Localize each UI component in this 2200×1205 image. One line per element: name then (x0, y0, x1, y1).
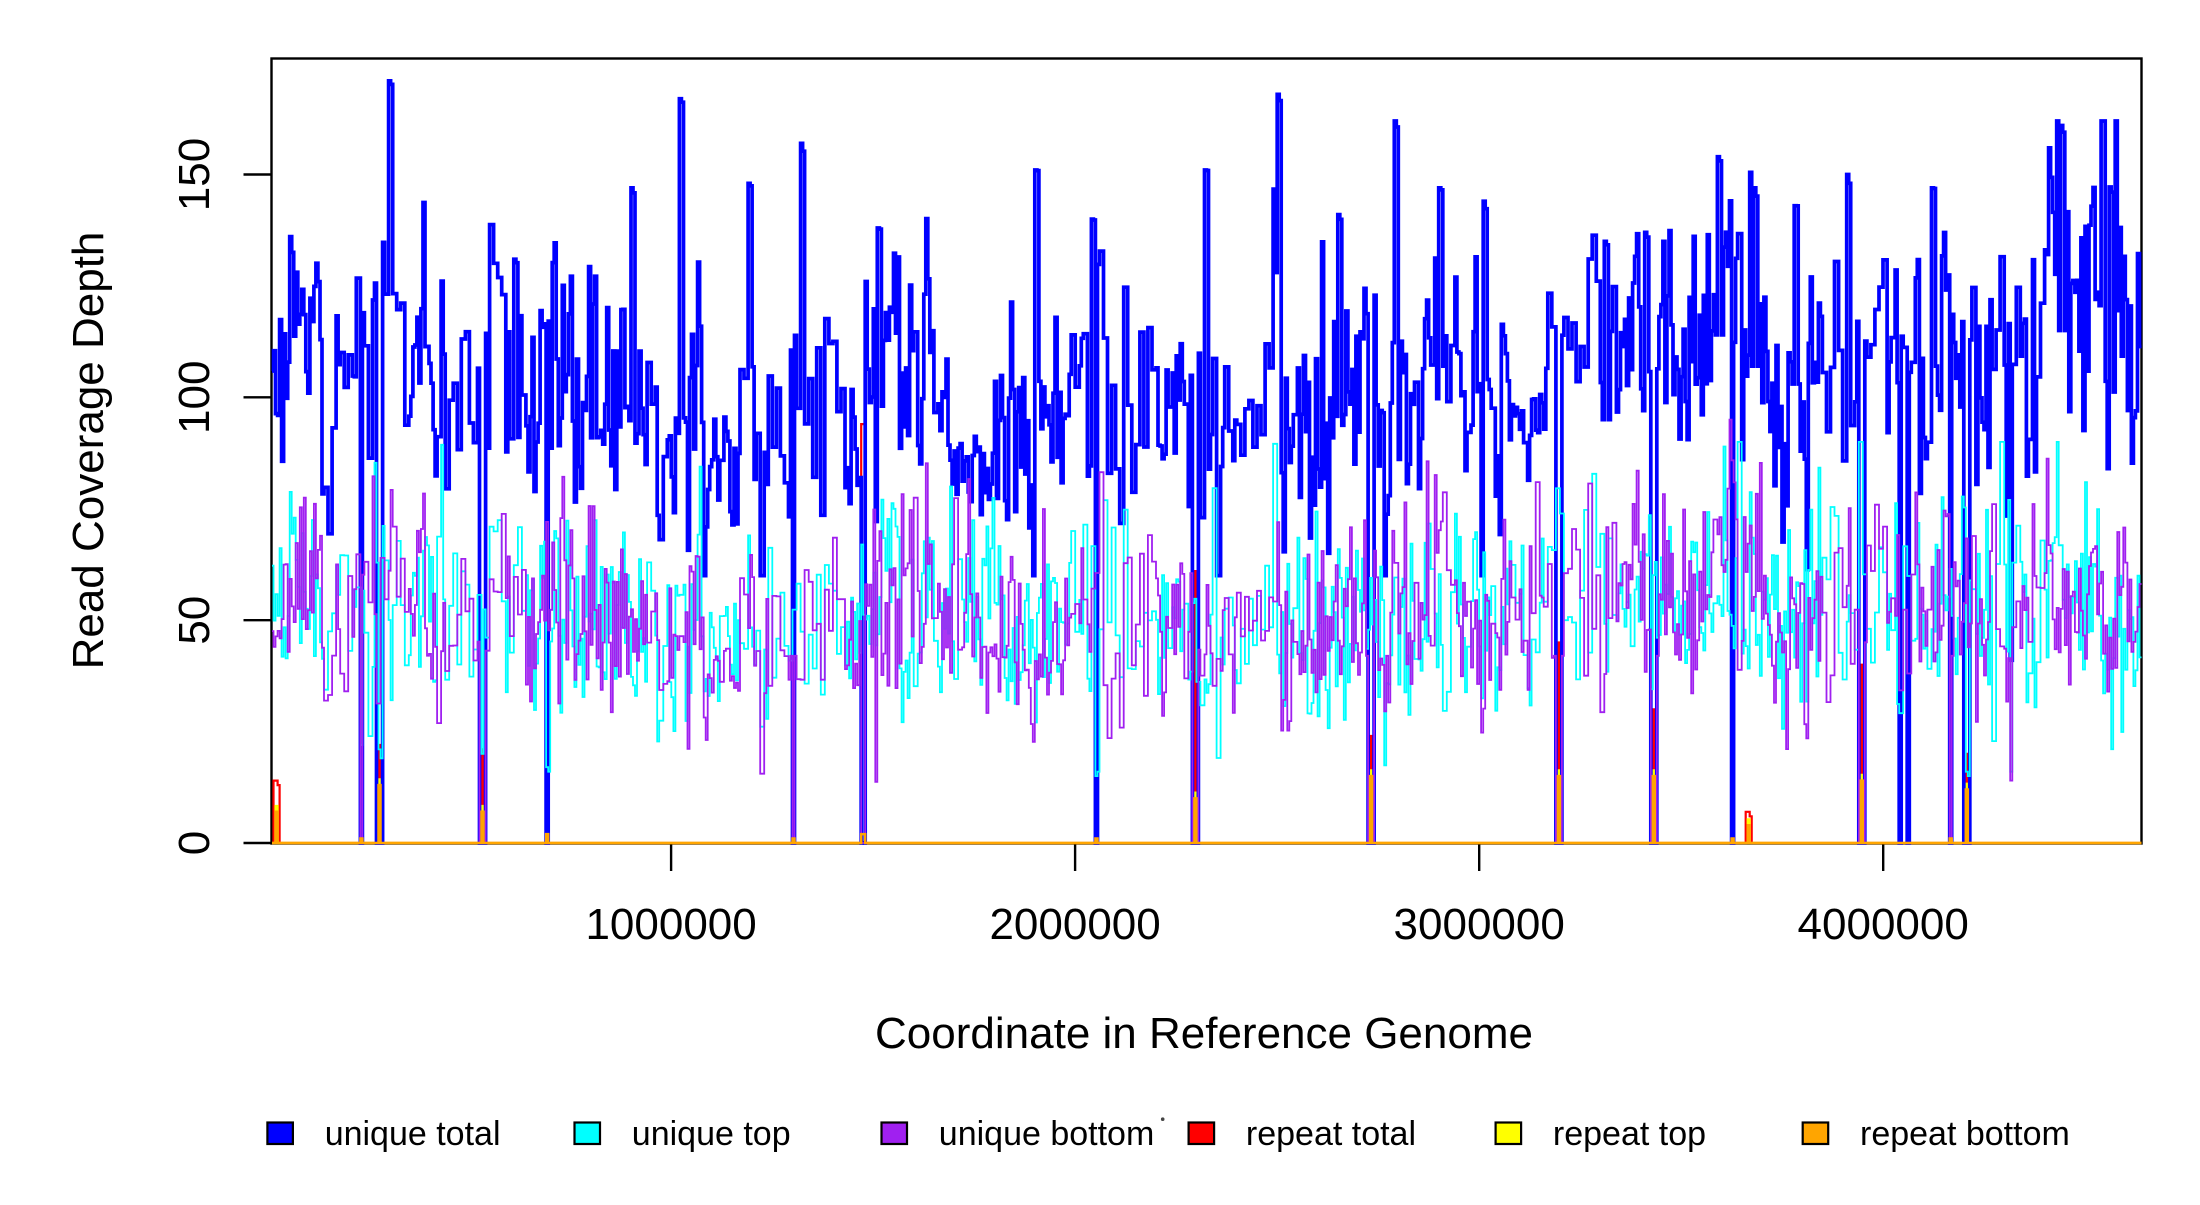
svg-text:2000000: 2000000 (989, 900, 1160, 949)
svg-text:unique bottom: unique bottom (939, 1115, 1155, 1153)
svg-text:0: 0 (170, 831, 219, 855)
svg-text:50: 50 (170, 596, 219, 645)
svg-text:repeat total: repeat total (1246, 1115, 1416, 1153)
svg-text:Coordinate in Reference Genome: Coordinate in Reference Genome (875, 1009, 1533, 1058)
svg-text:unique top: unique top (632, 1115, 791, 1153)
svg-text:3000000: 3000000 (1394, 900, 1565, 949)
svg-text:1000000: 1000000 (585, 900, 756, 949)
svg-text:100: 100 (170, 361, 219, 434)
svg-text:Read Coverage Depth: Read Coverage Depth (64, 232, 113, 670)
svg-text:150: 150 (170, 138, 219, 211)
svg-text:unique total: unique total (325, 1115, 501, 1153)
svg-text:4000000: 4000000 (1798, 900, 1969, 949)
svg-text:repeat top: repeat top (1553, 1115, 1706, 1153)
svg-text:repeat bottom: repeat bottom (1860, 1115, 2070, 1153)
